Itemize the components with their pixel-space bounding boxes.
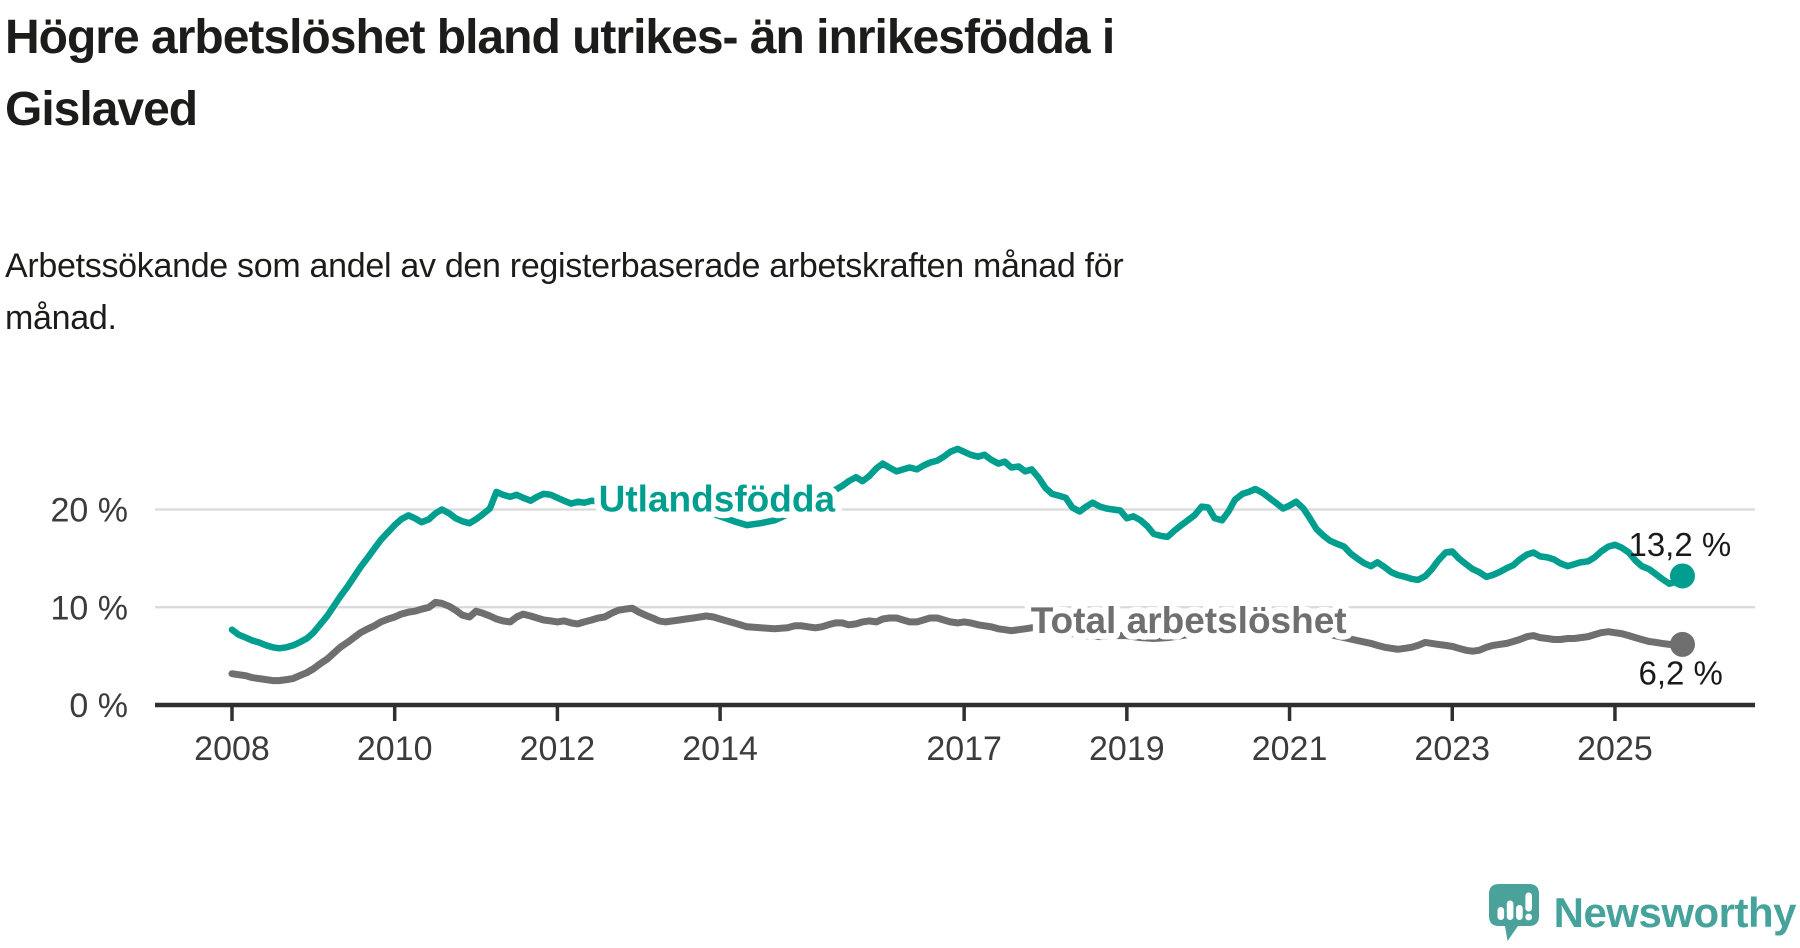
- y-axis-label-0: 0 %: [69, 687, 128, 725]
- x-axis-tick-label-2023: 2023: [1414, 730, 1490, 768]
- end-dot-utlandsfodda: [1669, 563, 1695, 589]
- series-label-utlandsfodda: Utlandsfödda: [599, 479, 836, 520]
- page-title: Högre arbetslöshet bland utrikes- än inr…: [5, 11, 1115, 136]
- x-axis-tick-label-2025: 2025: [1577, 730, 1653, 768]
- x-axis-tick-label-2021: 2021: [1252, 730, 1328, 768]
- line-utlandsfodda: [228, 445, 1686, 652]
- x-axis-tick-label-2008: 2008: [194, 730, 270, 768]
- x-axis-tick-label-2012: 2012: [520, 730, 596, 768]
- newsworthy-wordmark: Newsworthy: [1553, 889, 1797, 936]
- y-axis-label-10: 10 %: [51, 589, 129, 627]
- y-axis-label-20: 20 %: [51, 492, 129, 530]
- line-total-arbetsloshet: [228, 598, 1686, 685]
- series-label-total-arbetsloshet: Total arbetslöshet: [1031, 600, 1347, 641]
- x-axis-tick-label-2014: 2014: [682, 730, 758, 768]
- newsworthy-speech-bubble-bar-chart-icon: [1488, 884, 1539, 941]
- x-axis-tick-label-2019: 2019: [1089, 730, 1165, 768]
- x-axis-tick-label-2010: 2010: [357, 730, 433, 768]
- page-subtitle: Arbetssökande som andel av den registerb…: [5, 247, 1124, 337]
- x-axis-tick-label-2017: 2017: [926, 730, 1002, 768]
- end-value-label-total-arbetsloshet: 6,2 %: [1638, 654, 1722, 691]
- newsworthy-logo: Newsworthy: [1485, 882, 1797, 944]
- end-dot-total-arbetsloshet: [1669, 631, 1695, 657]
- end-value-label-utlandsfodda: 13,2 %: [1628, 526, 1731, 563]
